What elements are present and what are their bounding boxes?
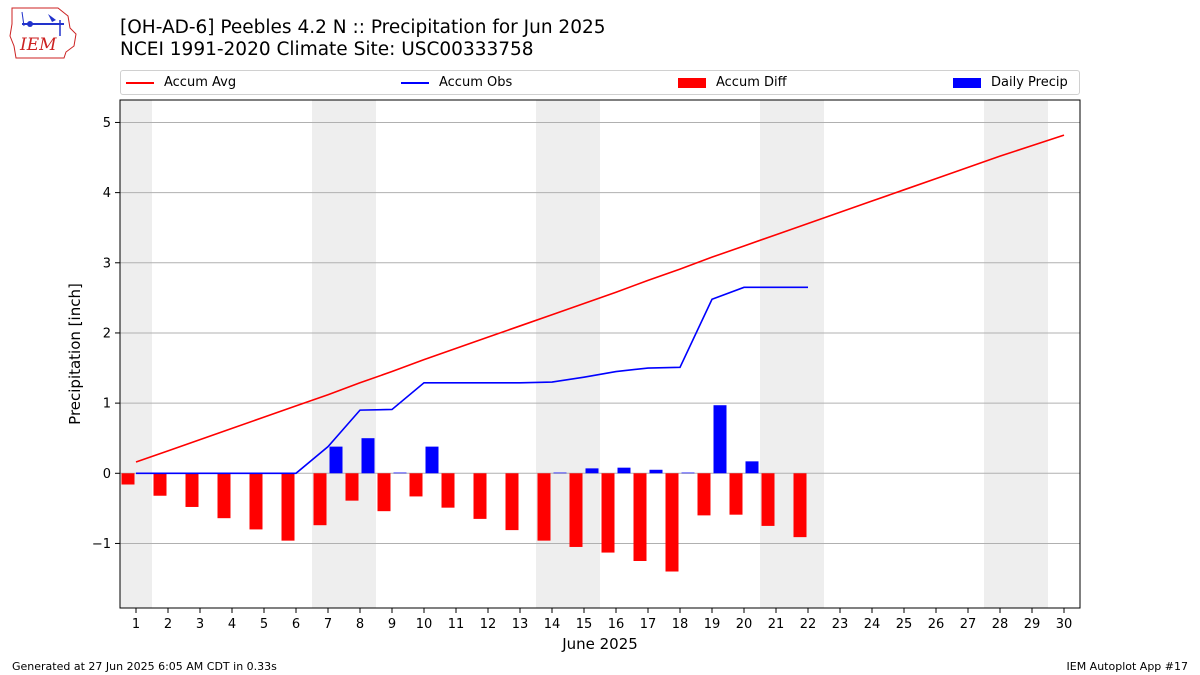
accum-diff-bar-day-14 xyxy=(537,473,551,541)
accum-diff-bar-day-9 xyxy=(377,473,391,512)
x-tick-label: 8 xyxy=(356,617,364,632)
y-tick-label: 4 xyxy=(103,186,111,201)
chart-subtitle: NCEI 1991-2020 Climate Site: USC00333758 xyxy=(120,39,534,60)
x-tick-label: 16 xyxy=(608,617,625,632)
y-tick-label: 2 xyxy=(103,326,111,341)
accum-diff-bar-day-17 xyxy=(633,473,647,561)
x-tick-label: 27 xyxy=(960,617,977,632)
x-tick-label: 7 xyxy=(324,617,332,632)
x-axis-label: June 2025 xyxy=(561,635,638,653)
x-tick-label: 5 xyxy=(260,617,268,632)
footer-generated-text: Generated at 27 Jun 2025 6:05 AM CDT in … xyxy=(12,660,277,673)
accum-diff-bar-day-13 xyxy=(505,473,519,531)
x-tick-label: 19 xyxy=(704,617,721,632)
x-tick-label: 2 xyxy=(164,617,172,632)
accum-diff-bar-day-10 xyxy=(409,473,423,497)
accum-avg-line xyxy=(135,134,1065,463)
x-tick-label: 28 xyxy=(992,617,1009,632)
x-tick-label: 12 xyxy=(480,617,497,632)
x-tick-label: 26 xyxy=(928,617,945,632)
x-tick-label: 3 xyxy=(196,617,204,632)
accum-diff-bar-day-21 xyxy=(761,473,775,526)
accum-diff-bar-day-8 xyxy=(345,473,359,501)
daily-precip-bar-day-17 xyxy=(649,469,663,474)
footer-app-text: IEM Autoplot App #17 xyxy=(1066,660,1189,673)
weekend-shade-1 xyxy=(312,100,376,608)
x-tick-label: 9 xyxy=(388,617,396,632)
x-tick-label: 13 xyxy=(512,617,529,632)
legend-swatch-accum-avg xyxy=(126,81,154,84)
weekend-shade-0 xyxy=(120,100,152,608)
x-tick-label: 17 xyxy=(640,617,657,632)
x-tick-label: 22 xyxy=(800,617,817,632)
accum-diff-bar-day-22 xyxy=(793,473,807,538)
daily-precip-bar-day-18 xyxy=(681,472,695,474)
daily-precip-bar-day-15 xyxy=(585,468,599,474)
accum-diff-bar-day-18 xyxy=(665,473,679,572)
accum-diff-bar-day-11 xyxy=(441,473,455,508)
accum-diff-bar-day-1 xyxy=(121,473,135,485)
daily-precip-bar-day-10 xyxy=(425,446,439,474)
x-tick-label: 14 xyxy=(544,617,561,632)
legend-item-accum-diff: Accum Diff xyxy=(678,71,787,94)
accum-diff-bar-day-2 xyxy=(153,473,167,496)
daily-precip-bar-day-16 xyxy=(617,467,631,474)
x-tick-label: 30 xyxy=(1056,617,1073,632)
x-tick-label: 15 xyxy=(576,617,593,632)
x-tick-label: 6 xyxy=(292,617,300,632)
legend-item-accum-obs: Accum Obs xyxy=(401,71,512,94)
legend-swatch-accum-diff xyxy=(678,77,706,88)
accum-diff-bar-day-7 xyxy=(313,473,327,526)
daily-precip-bar-day-14 xyxy=(553,472,567,474)
weekend-shade-3 xyxy=(760,100,824,608)
x-tick-label: 18 xyxy=(672,617,689,632)
plot-frame xyxy=(119,99,1081,609)
legend-label-daily-precip: Daily Precip xyxy=(991,75,1068,90)
weekend-shade-4 xyxy=(984,100,1048,608)
x-tick-label: 20 xyxy=(736,617,753,632)
accum-diff-bar-day-5 xyxy=(249,473,263,530)
y-tick-label: 3 xyxy=(103,256,111,271)
accum-obs-line xyxy=(136,286,808,475)
legend: Accum Avg Accum Obs Accum Diff Daily Pre… xyxy=(120,70,1080,95)
x-tick-label: 25 xyxy=(896,617,913,632)
logo-text: IEM xyxy=(19,35,57,55)
legend-label-accum-diff: Accum Diff xyxy=(716,75,787,90)
accum-diff-bar-day-15 xyxy=(569,473,583,547)
x-tick-label: 23 xyxy=(832,617,849,632)
daily-precip-bar-day-9 xyxy=(393,472,407,474)
x-tick-label: 21 xyxy=(768,617,785,632)
y-tick-label: 5 xyxy=(103,116,111,131)
legend-item-daily-precip: Daily Precip xyxy=(953,71,1068,94)
legend-item-accum-avg: Accum Avg xyxy=(126,71,236,94)
daily-precip-bar-day-20 xyxy=(745,461,759,474)
chart-title: [OH-AD-6] Peebles 4.2 N :: Precipitation… xyxy=(120,17,606,38)
legend-label-accum-avg: Accum Avg xyxy=(164,75,237,90)
legend-swatch-accum-obs xyxy=(401,81,429,84)
iem-logo: IEM xyxy=(9,7,77,59)
y-axis-label: Precipitation [inch] xyxy=(66,283,84,425)
x-tick-label: 29 xyxy=(1024,617,1041,632)
x-tick-label: 11 xyxy=(448,617,465,632)
x-tick-label: 4 xyxy=(228,617,236,632)
accum-diff-bar-day-6 xyxy=(281,473,295,541)
y-tick-label: 1 xyxy=(103,397,111,412)
accum-diff-bar-day-12 xyxy=(473,473,487,519)
accum-diff-bar-day-16 xyxy=(601,473,615,553)
accum-diff-bar-day-20 xyxy=(729,473,743,515)
x-tick-label: 1 xyxy=(132,617,140,632)
x-tick-label: 24 xyxy=(864,617,881,632)
x-tick-label: 10 xyxy=(416,617,433,632)
daily-precip-bar-day-19 xyxy=(713,405,727,474)
accum-diff-bar-day-4 xyxy=(217,473,231,519)
daily-precip-bar-day-8 xyxy=(361,438,375,474)
y-tick-label: −1 xyxy=(92,537,111,552)
accum-diff-bar-day-3 xyxy=(185,473,199,507)
daily-precip-bar-day-7 xyxy=(329,446,343,474)
y-tick-label: 0 xyxy=(103,467,111,482)
accum-diff-bar-day-19 xyxy=(697,473,711,516)
legend-label-accum-obs: Accum Obs xyxy=(439,75,513,90)
legend-swatch-daily-precip xyxy=(953,77,981,88)
